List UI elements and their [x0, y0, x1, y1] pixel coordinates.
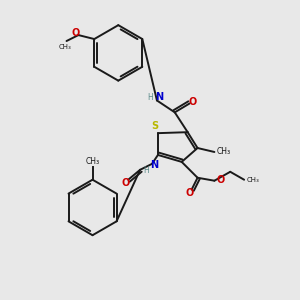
Text: S: S	[152, 121, 158, 131]
Text: CH₃: CH₃	[216, 148, 230, 157]
Text: CH₃: CH₃	[58, 44, 71, 50]
Text: H: H	[143, 166, 149, 175]
Text: O: O	[71, 28, 80, 38]
Text: H: H	[147, 93, 153, 102]
Text: N: N	[150, 160, 158, 170]
Text: CH₃: CH₃	[247, 177, 260, 183]
Text: O: O	[216, 175, 225, 185]
Text: O: O	[121, 178, 129, 188]
Text: O: O	[185, 188, 194, 198]
Text: N: N	[155, 92, 163, 103]
Text: O: O	[188, 98, 197, 107]
Text: CH₃: CH₃	[85, 157, 100, 166]
